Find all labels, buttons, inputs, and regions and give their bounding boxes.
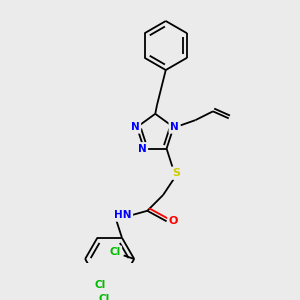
Text: S: S [172, 168, 180, 178]
Text: Cl: Cl [109, 247, 121, 257]
Text: O: O [169, 216, 178, 226]
Text: N: N [170, 122, 179, 132]
Text: Cl: Cl [94, 280, 106, 290]
Text: N: N [131, 122, 140, 132]
Text: Cl: Cl [99, 294, 110, 300]
Text: N: N [138, 144, 147, 154]
Text: HN: HN [114, 210, 132, 220]
